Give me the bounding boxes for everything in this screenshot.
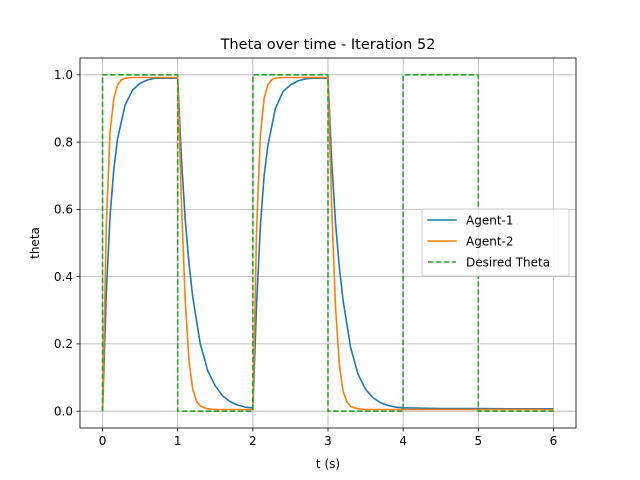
x-tick-label: 5 [474,434,482,448]
series-line-desired-theta [101,74,554,412]
series-line-agent-1 [101,77,554,412]
chart-title: Theta over time - Iteration 52 [220,37,436,53]
y-tick-label: 0.8 [54,135,73,149]
x-tick-label: 6 [550,434,558,448]
x-tick-label: 4 [399,434,407,448]
y-axis-label: theta [28,227,42,259]
y-tick-label: 0.0 [54,404,73,418]
legend-label-agent-1: Agent-1 [466,214,513,228]
y-tick-label: 0.6 [54,203,73,217]
x-tick-label: 2 [249,434,257,448]
legend-box [421,208,570,277]
y-tick-label: 0.4 [54,270,73,284]
series-line-agent-2 [101,76,554,412]
x-axis-ticks: 0 1 2 3 4 5 6 [99,428,558,448]
legend-label-agent-2: Agent-2 [466,235,513,249]
y-axis-ticks: 0.0 0.2 0.4 0.6 0.8 1.0 [54,68,80,418]
x-tick-label: 0 [99,434,107,448]
x-axis-label: t (s) [316,457,340,471]
y-tick-label: 0.2 [54,337,73,351]
series-layer [101,74,554,412]
x-tick-label: 3 [324,434,332,448]
legend-label-desired-theta: Desired Theta [466,256,550,270]
legend: Agent-1 Agent-2 Desired Theta [421,208,570,277]
y-tick-label: 1.0 [54,68,73,82]
x-tick-label: 1 [174,434,182,448]
